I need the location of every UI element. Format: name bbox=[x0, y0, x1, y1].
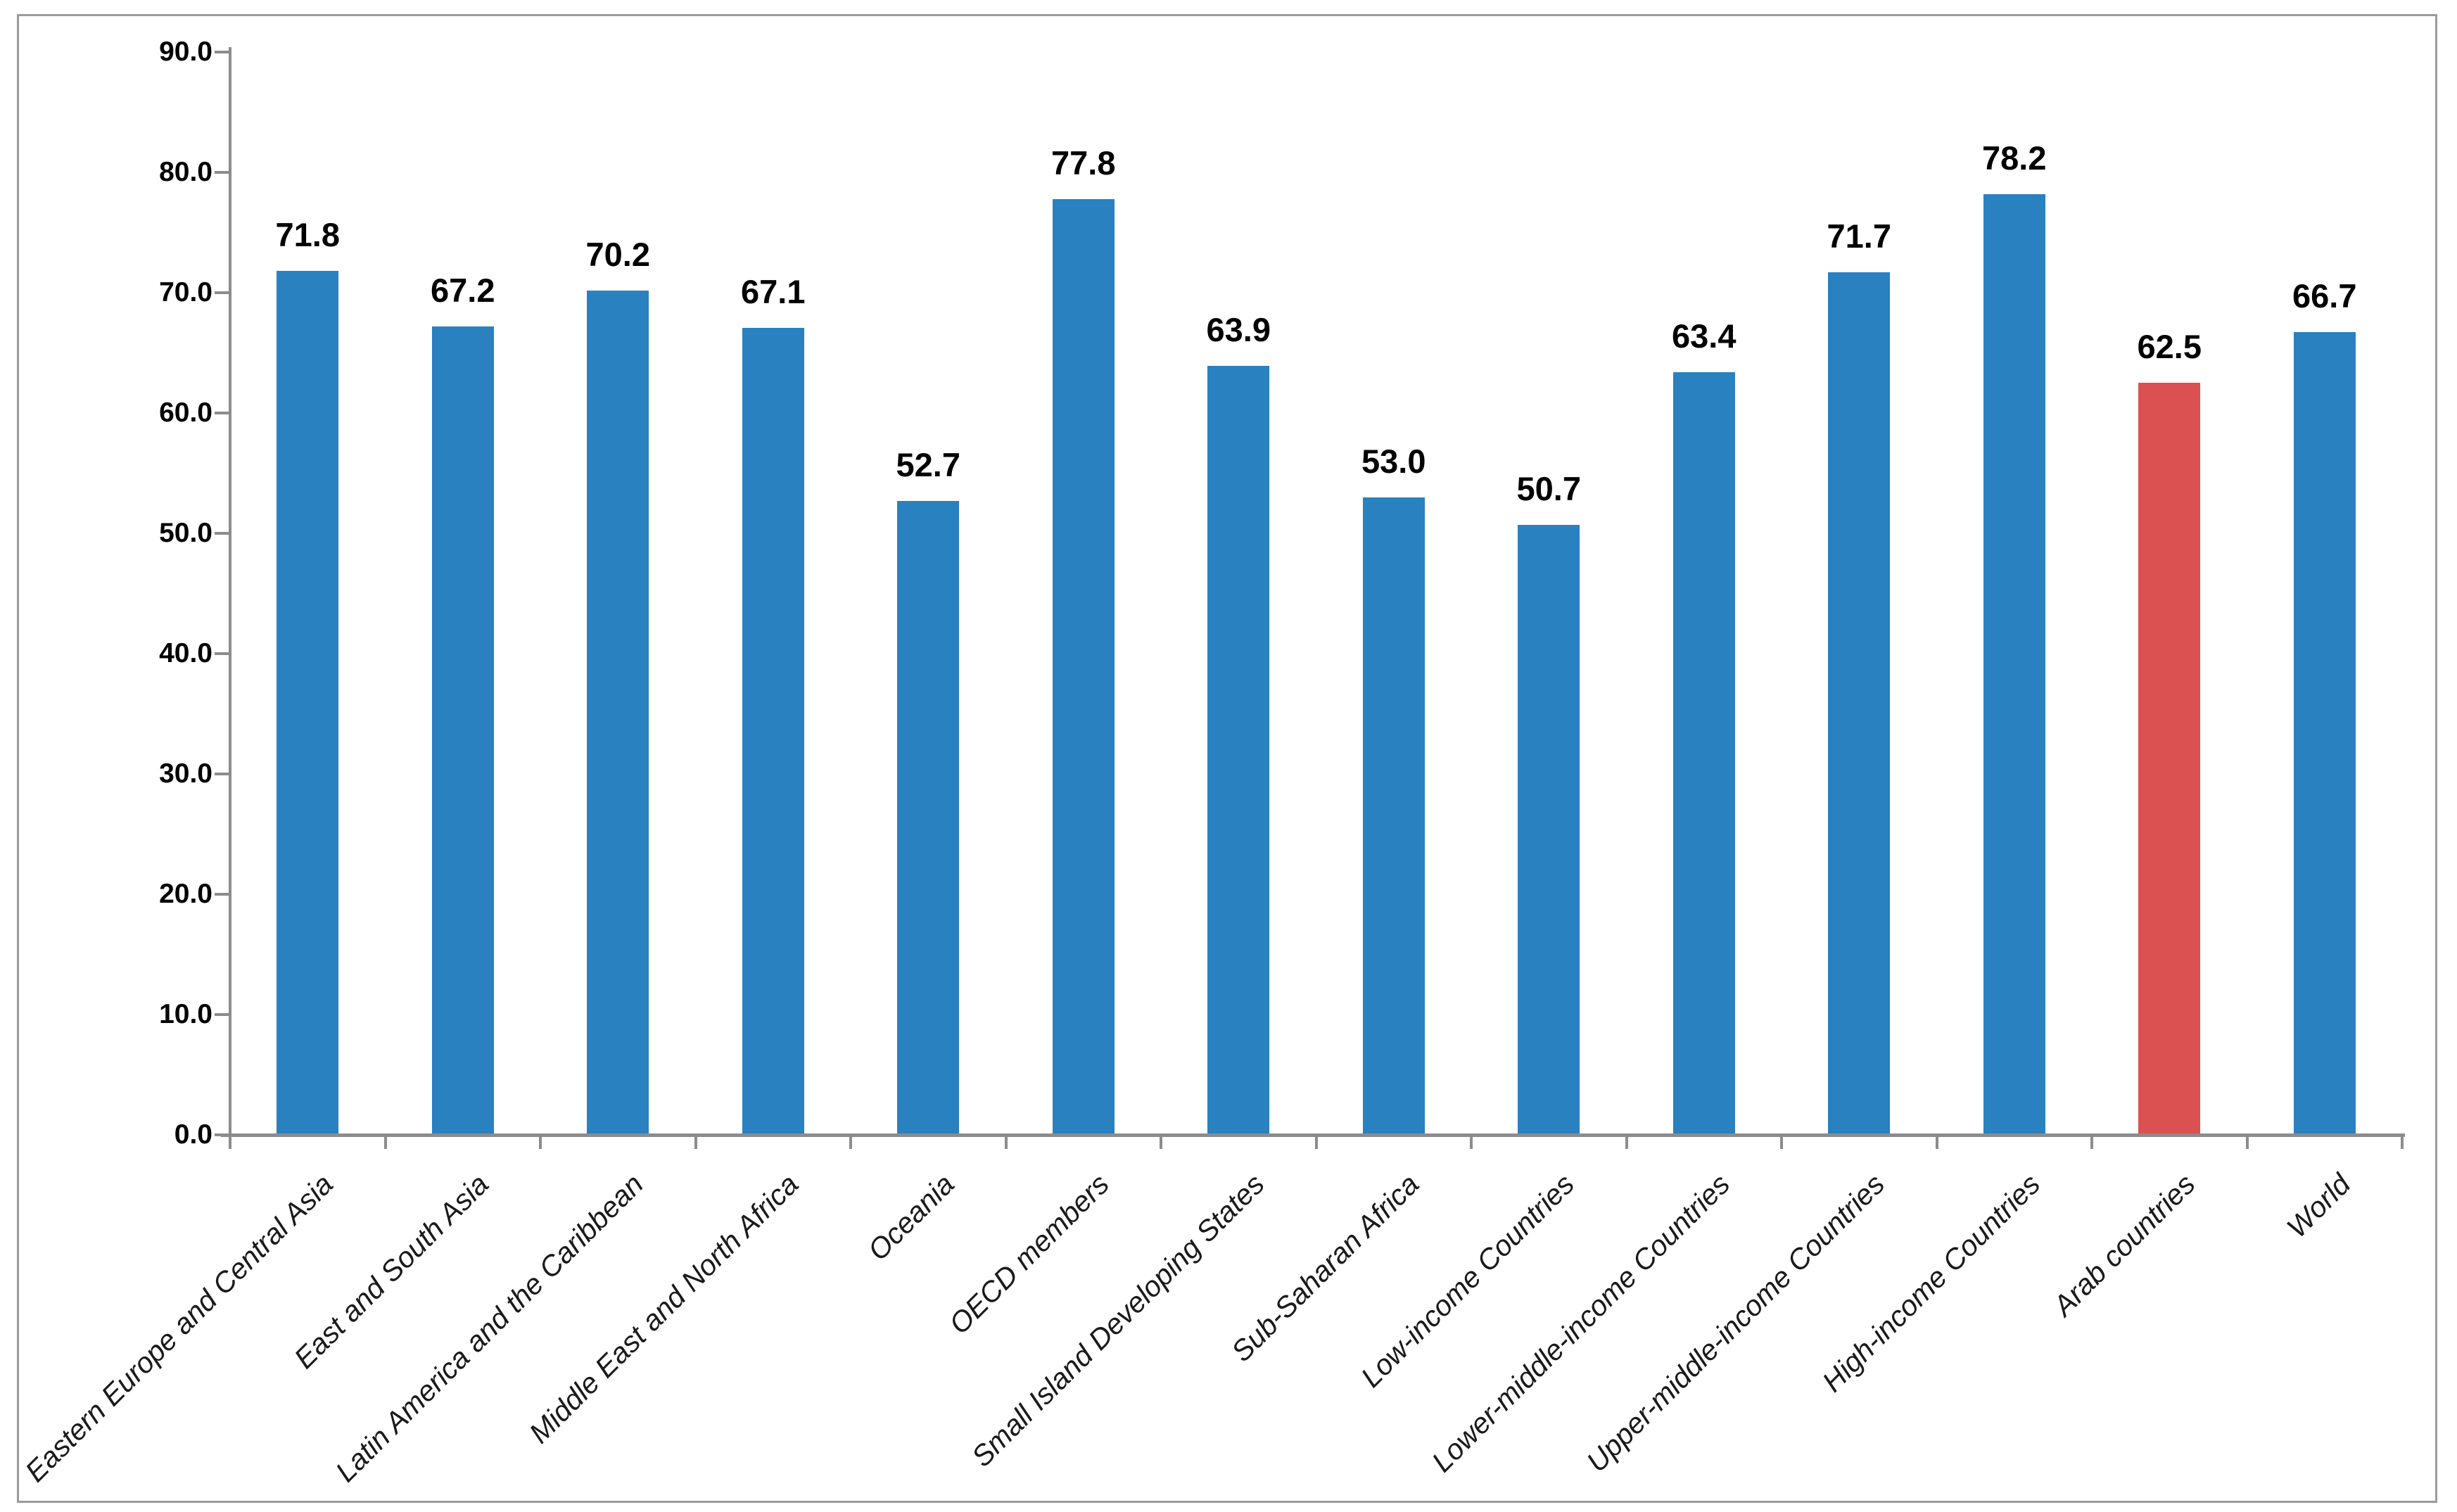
y-tick-label: 60.0 bbox=[159, 398, 212, 428]
y-tick bbox=[215, 291, 229, 294]
bar-value-label: 67.2 bbox=[431, 271, 495, 309]
category-label: Eastern Europe and Central Asia bbox=[19, 1167, 340, 1489]
bar bbox=[2138, 383, 2201, 1135]
bar-value-label: 50.7 bbox=[1516, 470, 1581, 508]
bar bbox=[897, 500, 960, 1135]
bar bbox=[2293, 332, 2356, 1135]
bar-value-label: 71.8 bbox=[275, 216, 340, 254]
y-tick-label: 40.0 bbox=[159, 638, 212, 668]
y-tick bbox=[215, 1013, 229, 1016]
bar-value-label: 53.0 bbox=[1361, 442, 1426, 480]
x-tick bbox=[1004, 1135, 1008, 1149]
y-tick bbox=[215, 652, 229, 655]
bar bbox=[1362, 497, 1425, 1135]
category-label: Lower-middle-income Countries bbox=[1425, 1167, 1736, 1478]
bar bbox=[742, 327, 804, 1135]
x-tick bbox=[229, 1135, 231, 1149]
x-tick bbox=[1780, 1135, 1783, 1149]
bar bbox=[1672, 371, 1735, 1135]
x-tick bbox=[1935, 1135, 1938, 1149]
x-tick bbox=[539, 1135, 542, 1149]
category-label: OECD members bbox=[942, 1167, 1115, 1340]
bar-value-label: 52.7 bbox=[896, 445, 960, 483]
y-tick bbox=[215, 51, 229, 53]
x-tick bbox=[694, 1135, 697, 1149]
bar bbox=[1207, 366, 1270, 1135]
bar-value-label: 71.7 bbox=[1827, 217, 1891, 255]
bar bbox=[1052, 198, 1115, 1135]
category-label: Upper-middle-income Countries bbox=[1580, 1167, 1891, 1478]
bar-value-label: 67.1 bbox=[741, 272, 806, 310]
bar bbox=[277, 271, 339, 1135]
x-tick bbox=[1314, 1135, 1318, 1149]
x-tick bbox=[849, 1135, 852, 1149]
y-tick bbox=[215, 773, 229, 775]
x-tick bbox=[2245, 1135, 2249, 1149]
bar-value-label: 63.4 bbox=[1672, 317, 1737, 355]
x-tick bbox=[2090, 1135, 2093, 1149]
bar bbox=[1828, 272, 1891, 1135]
bar-value-label: 66.7 bbox=[2292, 277, 2357, 315]
bar-value-label: 70.2 bbox=[585, 235, 650, 273]
y-tick-label: 0.0 bbox=[174, 1119, 212, 1150]
y-tick-label: 50.0 bbox=[159, 518, 212, 548]
x-tick bbox=[1160, 1135, 1162, 1149]
x-axis-line bbox=[221, 1133, 2405, 1137]
x-tick bbox=[383, 1135, 387, 1149]
category-label: World bbox=[2280, 1167, 2356, 1244]
y-tick bbox=[215, 893, 229, 896]
bar bbox=[431, 326, 494, 1135]
bar-value-label: 78.2 bbox=[1982, 139, 2047, 177]
x-tick bbox=[1625, 1135, 1628, 1149]
category-label: Small Island Developing States bbox=[965, 1167, 1271, 1473]
y-tick-label: 10.0 bbox=[159, 999, 212, 1029]
bar bbox=[587, 290, 649, 1135]
bar bbox=[1983, 193, 2045, 1135]
bar bbox=[1518, 525, 1580, 1135]
bar-value-label: 62.5 bbox=[2137, 328, 2202, 366]
category-label: Latin America and the Caribbean bbox=[329, 1167, 650, 1489]
y-tick-label: 70.0 bbox=[159, 277, 212, 307]
y-tick-label: 80.0 bbox=[159, 157, 212, 187]
y-tick bbox=[215, 412, 229, 414]
bar-value-label: 77.8 bbox=[1051, 144, 1116, 182]
category-label: Middle East and North Africa bbox=[523, 1167, 805, 1450]
category-label: Arab countries bbox=[2047, 1167, 2202, 1323]
y-tick-label: 30.0 bbox=[159, 758, 212, 789]
y-tick bbox=[215, 532, 229, 535]
category-label: Oceania bbox=[861, 1167, 960, 1267]
x-tick bbox=[2401, 1135, 2404, 1149]
y-tick-label: 20.0 bbox=[159, 879, 212, 909]
y-axis-line bbox=[229, 47, 231, 1135]
y-tick bbox=[215, 171, 229, 174]
x-tick bbox=[1470, 1135, 1473, 1149]
bar-value-label: 63.9 bbox=[1206, 311, 1271, 349]
y-tick-label: 90.0 bbox=[159, 37, 212, 67]
